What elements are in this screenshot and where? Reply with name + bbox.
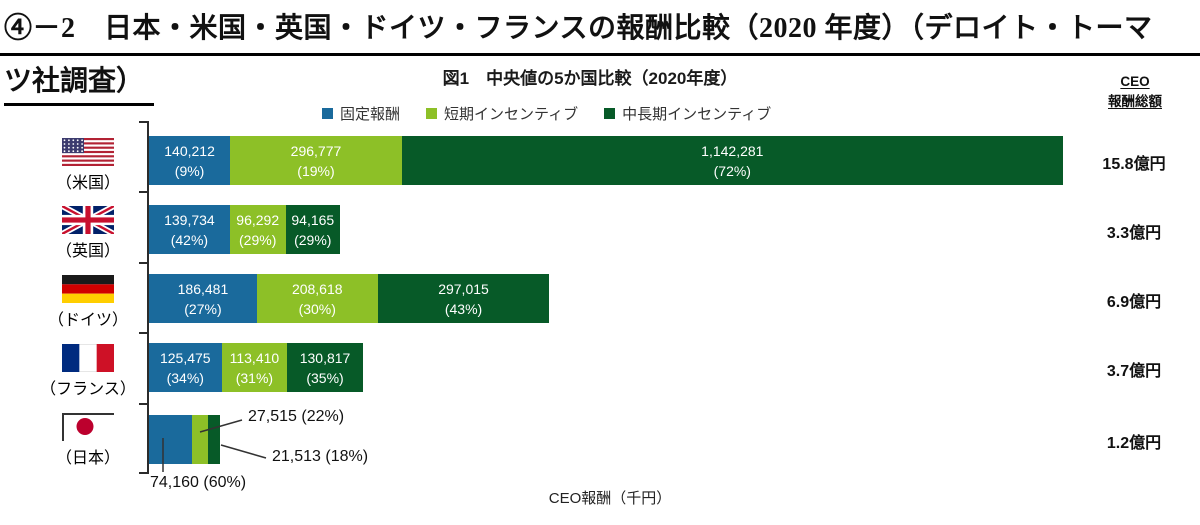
page-title-line2: ツ社調査）: [4, 59, 155, 106]
flag-cell-japan: （日本）: [40, 413, 136, 468]
segment-pct: (29%): [239, 231, 277, 248]
axis-tick: [139, 121, 148, 123]
axis-tick: [139, 403, 148, 405]
chart-title: 図1 中央値の5か国比較（2020年度）: [442, 69, 738, 88]
legend-swatch-icon: [426, 108, 438, 119]
bar-row-us: 140,212 (9%) 296,777 (19%) 1,142,281 (72…: [149, 136, 1069, 185]
bar-segment-fixed: 186,481 (27%): [149, 274, 257, 323]
legend-swatch-icon: [604, 108, 616, 119]
japan-flag-icon: [62, 413, 114, 441]
segment-value: 125,475: [159, 349, 211, 366]
segment-pct: (30%): [298, 300, 336, 317]
legend-label: 固定報酬: [340, 106, 401, 123]
country-label: （日本）: [55, 450, 120, 467]
segment-pct: (72%): [713, 162, 751, 179]
bar-segment-fixed: 140,212 (9%): [149, 136, 231, 185]
total-uk: 3.3億円: [1106, 225, 1162, 242]
country-label: （フランス）: [40, 381, 136, 398]
axis-tick: [139, 191, 148, 193]
bar-segment-long-term: 297,015 (43%): [377, 274, 550, 323]
legend-item-short-term: 短期インセンティブ: [426, 103, 578, 124]
bar-segment-long-term: 1,142,281 (72%): [401, 136, 1063, 185]
segment-pct: (43%): [444, 300, 483, 317]
segment-pct: (29%): [294, 231, 332, 248]
segment-value: 1,142,281: [701, 142, 764, 159]
bar-segment-fixed: 125,475 (34%): [149, 343, 222, 392]
axis-tick: [139, 472, 148, 474]
axis-tick: [139, 262, 148, 264]
callout-fixed: 74,160 (60%): [150, 474, 247, 491]
bar-segment-fixed: 139,734 (42%): [149, 205, 230, 254]
bar-row-germany: 186,481 (27%) 208,618 (30%) 297,015 (43%…: [149, 274, 1069, 323]
flag-cell-germany: （ドイツ）: [40, 275, 136, 330]
legend-swatch-icon: [322, 108, 333, 119]
total-japan: 1.2億円: [1106, 435, 1162, 452]
legend-item-fixed: 固定報酬: [322, 103, 400, 124]
totals-column-header: CEO 報酬総額: [1108, 74, 1162, 109]
segment-value: 140,212: [164, 142, 215, 159]
country-label: （ドイツ）: [47, 312, 128, 329]
total-germany: 6.9億円: [1106, 294, 1162, 311]
total-france: 3.7億円: [1106, 363, 1162, 380]
france-flag-icon: [62, 344, 114, 372]
flag-cell-us: （米国）: [40, 138, 136, 193]
segment-pct: (42%): [170, 231, 209, 248]
chart-legend: 固定報酬 短期インセンティブ 中長期インセンティブ: [322, 103, 771, 124]
axis-tick: [139, 332, 148, 334]
bar-segment-short-term: 208,618 (30%): [256, 274, 378, 323]
page-title: ④－2 日本・米国・英国・ドイツ・フランスの報酬比較（2020 年度）（デロイト…: [0, 2, 1200, 56]
segment-pct: (27%): [184, 300, 222, 317]
segment-value: 297,015: [438, 280, 489, 297]
y-axis-line: [147, 121, 149, 474]
segment-value: 96,292: [236, 211, 280, 228]
bar-segment-short-term: 296,777 (19%): [230, 136, 402, 185]
bar-segment-long-term: 94,165 (29%): [285, 205, 341, 254]
bar-segment-long-term: [207, 415, 221, 464]
country-label: （米国）: [55, 175, 120, 192]
segment-pct: (35%): [306, 369, 344, 386]
legend-label: 中長期インセンティブ: [622, 106, 772, 123]
x-axis-label: CEO報酬（千円）: [548, 490, 672, 507]
segment-value: 186,481: [177, 280, 229, 297]
legend-item-long-term: 中長期インセンティブ: [604, 103, 771, 124]
uk-flag-icon: [62, 206, 114, 234]
segment-pct: (19%): [297, 162, 335, 179]
segment-value: 113,410: [229, 349, 280, 366]
bar-row-uk: 139,734 (42%) 96,292 (29%) 94,165 (29%): [149, 205, 1069, 254]
bar-segment-fixed: [149, 415, 192, 464]
germany-flag-icon: [62, 275, 114, 303]
segment-pct: (9%): [174, 162, 205, 179]
bar-row-france: 125,475 (34%) 113,410 (31%) 130,817 (35%…: [149, 343, 1069, 392]
segment-pct: (34%): [166, 369, 204, 386]
callout-long-term: 21,513 (18%): [272, 448, 369, 465]
segment-value: 296,777: [290, 142, 342, 159]
bar-segment-short-term: [191, 415, 208, 464]
segment-value: 139,734: [164, 211, 215, 228]
flag-cell-uk: （英国）: [40, 206, 136, 261]
segment-value: 208,618: [291, 280, 343, 297]
callout-short-term: 27,515 (22%): [248, 408, 345, 425]
bar-segment-long-term: 130,817 (35%): [287, 343, 363, 392]
segment-value: 94,165: [291, 211, 335, 228]
segment-value: 130,817: [299, 349, 351, 366]
total-us: 15.8億円: [1102, 156, 1166, 173]
bar-segment-short-term: 96,292 (29%): [229, 205, 286, 254]
flag-cell-france: （フランス）: [40, 344, 136, 399]
bar-segment-short-term: 113,410 (31%): [221, 343, 288, 392]
segment-pct: (31%): [235, 369, 274, 386]
legend-label: 短期インセンティブ: [444, 106, 579, 123]
us-flag-icon: [62, 138, 114, 166]
country-label: （英国）: [55, 243, 120, 260]
